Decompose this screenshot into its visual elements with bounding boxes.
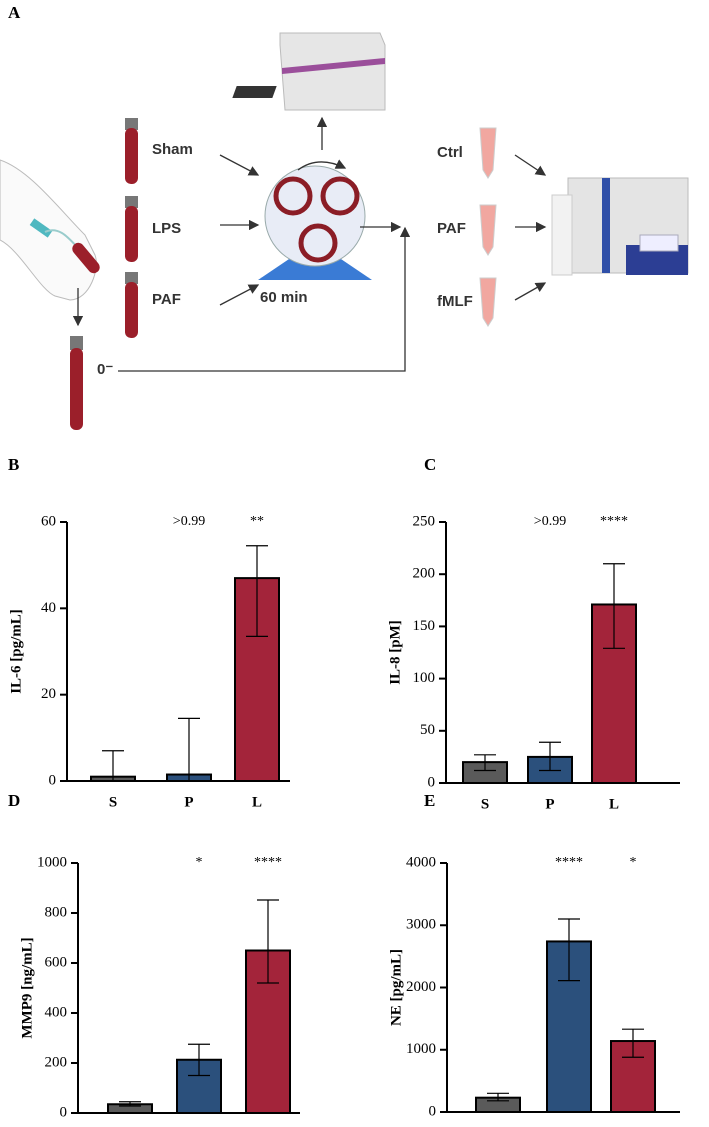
axes: [66, 522, 290, 782]
significance: *: [196, 855, 203, 870]
significance: **: [250, 514, 264, 529]
treatment-label: PAF: [152, 291, 181, 308]
treatment-label: Sham: [152, 141, 193, 158]
cytometer-rack: [639, 234, 679, 252]
x-tick-label: S: [109, 794, 117, 810]
y-tick-label: 400: [45, 1004, 68, 1020]
y-tick-label: 0: [429, 1103, 437, 1119]
y-tick-label: 40: [41, 600, 56, 616]
significance: ****: [600, 514, 628, 529]
sample-ring: [298, 223, 338, 263]
significance: >0.99: [173, 514, 205, 529]
x-tick-label: P: [184, 794, 193, 810]
stimulus-label: fMLF: [437, 293, 473, 310]
tube: [72, 242, 100, 274]
sample-ring: [273, 176, 313, 216]
y-axis-label: NE [pg/mL]: [388, 949, 404, 1026]
arrow: [297, 159, 347, 171]
rotator-wheel: [264, 165, 366, 267]
y-tick-label: 0: [60, 1104, 68, 1120]
y-tick-label: 200: [413, 566, 436, 582]
x-tick-label: L: [609, 796, 619, 812]
sample-ring: [320, 176, 360, 216]
x-tick-label: S: [481, 796, 489, 812]
baseline-label: 0⁻: [97, 361, 113, 378]
axes: [445, 522, 680, 784]
cytometer-stripe: [602, 178, 610, 273]
stimulus-label: PAF: [437, 220, 466, 237]
y-tick-label: 2000: [406, 979, 436, 995]
y-tick-label: 100: [413, 670, 436, 686]
y-tick-label: 250: [413, 513, 436, 529]
significance: *: [630, 855, 637, 870]
y-tick-label: 800: [45, 904, 68, 920]
x-tick-label: P: [545, 796, 554, 812]
x-tick-label: P: [564, 1125, 573, 1127]
rotator-stand: [258, 255, 372, 280]
y-tick-label: 0: [49, 772, 57, 788]
y-tick-label: 3000: [406, 917, 436, 933]
axes: [77, 863, 300, 1114]
x-tick-label: L: [252, 794, 262, 810]
y-tick-label: 4000: [406, 854, 436, 870]
y-tick-label: 150: [413, 618, 436, 634]
plate-tray: [232, 86, 277, 98]
y-tick-label: 60: [41, 513, 56, 529]
arrow: [118, 226, 411, 372]
y-tick-label: 20: [41, 686, 56, 702]
significance: ****: [555, 855, 583, 870]
treatment-label: LPS: [152, 220, 181, 237]
y-axis-label: MMP9 [ng/mL]: [19, 937, 35, 1038]
arrow: [514, 154, 547, 176]
y-tick-label: 200: [45, 1054, 68, 1070]
stim-tubes: [479, 127, 497, 327]
significance: >0.99: [534, 514, 566, 529]
incubation-label: 60 min: [260, 289, 308, 306]
panel-a: A Sham LPS PAF 0⁻ 60 min: [0, 3, 689, 430]
y-tick-label: 50: [420, 722, 435, 738]
y-axis-label: IL-6 [pg/mL]: [8, 609, 24, 694]
panel-label: A: [8, 3, 21, 22]
significance: ****: [254, 855, 282, 870]
arrow: [219, 284, 260, 306]
stimulus-label: Ctrl: [437, 144, 463, 161]
x-tick-label: L: [628, 1125, 638, 1127]
panel-label: E: [424, 791, 435, 810]
panel-label: B: [8, 455, 19, 474]
axes: [446, 863, 680, 1113]
y-tick-label: 1000: [406, 1041, 436, 1057]
plate-reader: [279, 32, 386, 111]
cytometer-side: [551, 194, 573, 276]
x-tick-label: S: [494, 1125, 502, 1127]
tourniquet: [29, 218, 53, 238]
arrow: [514, 282, 547, 301]
y-axis-label: IL-8 [pM]: [387, 620, 403, 685]
y-tick-label: 1000: [37, 854, 67, 870]
panel-label: C: [424, 455, 436, 474]
y-tick-label: 0: [428, 774, 436, 790]
reader-stripe: [282, 58, 385, 74]
arrow: [219, 154, 260, 176]
y-tick-label: 600: [45, 954, 68, 970]
panel-label: D: [8, 791, 20, 810]
tubes: [70, 118, 138, 430]
